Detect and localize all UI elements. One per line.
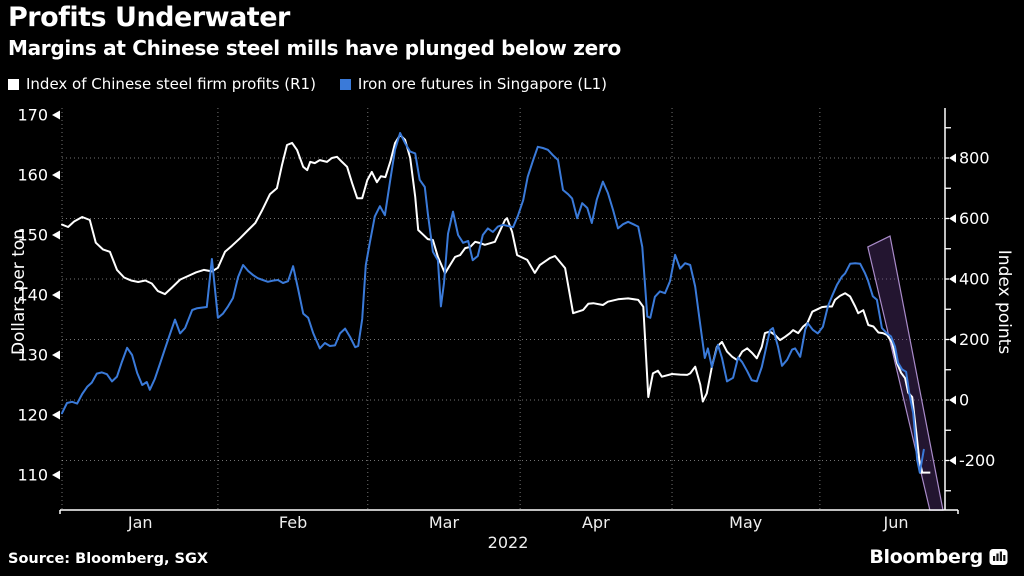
legend-label-iron-ore: Iron ore futures in Singapore (L1) [357, 75, 607, 93]
left-tick-arrow-icon [52, 350, 60, 360]
x-axis-month-label: Feb [279, 513, 307, 532]
legend-item-profits: Index of Chinese steel firm profits (R1) [8, 75, 316, 93]
legend-item-iron-ore: Iron ore futures in Singapore (L1) [339, 75, 607, 93]
bloomberg-logo: Bloomberg [869, 546, 1008, 568]
source-text: Source: Bloomberg, SGX [8, 551, 209, 567]
right-axis-tick-label: 800 [959, 149, 990, 168]
right-axis-tick-label: 0 [959, 391, 969, 410]
x-axis-month-label: May [729, 513, 762, 532]
x-axis-month-label: Mar [429, 513, 460, 532]
left-axis-tick-label: 110 [17, 466, 48, 485]
x-axis-year-label: 2022 [488, 533, 529, 552]
right-tick-arrow-icon [949, 274, 956, 284]
iron-ore-line [61, 132, 925, 474]
legend: Index of Chinese steel firm profits (R1)… [8, 75, 631, 93]
legend-swatch-iron-ore [339, 78, 351, 90]
right-axis-tick-label: 400 [959, 270, 990, 289]
left-tick-arrow-icon [52, 290, 60, 300]
bloomberg-wordmark: Bloomberg [869, 546, 983, 568]
right-tick-arrow-icon [949, 395, 956, 405]
right-tick-arrow-icon [949, 335, 956, 344]
right-axis-title: Index points [994, 249, 1014, 355]
chart-subtitle: Margins at Chinese steel mills have plun… [8, 36, 621, 60]
profits-line [61, 134, 924, 474]
chart-title: Profits Underwater [8, 2, 290, 33]
right-tick-arrow-icon [949, 214, 956, 223]
left-axis-tick-label: 160 [17, 166, 48, 185]
left-tick-arrow-icon [52, 410, 60, 420]
left-axis-title: Dollars per ton [9, 228, 29, 356]
left-tick-arrow-icon [52, 170, 60, 180]
left-tick-arrow-icon [52, 110, 60, 120]
legend-swatch-profits [8, 78, 19, 90]
right-tick-arrow-icon [949, 153, 956, 163]
left-tick-arrow-icon [52, 470, 60, 480]
left-axis-tick-label: 130 [17, 346, 48, 365]
left-axis-tick-label: 170 [17, 106, 48, 125]
left-axis-tick-label: 140 [17, 286, 48, 305]
right-tick-arrow-icon [949, 456, 956, 465]
x-axis-month-label: Apr [582, 513, 610, 532]
left-axis-tick-label: 150 [17, 226, 48, 245]
legend-label-profits: Index of Chinese steel firm profits (R1) [26, 75, 316, 93]
x-axis-month-label: Jun [883, 513, 909, 532]
x-axis-month-label: Jan [127, 513, 153, 532]
bloomberg-terminal-icon [989, 549, 1008, 565]
right-axis-tick-label: -200 [959, 451, 995, 470]
left-axis-tick-label: 120 [17, 406, 48, 425]
right-axis-tick-label: 600 [959, 209, 990, 228]
right-axis-tick-label: 200 [959, 330, 990, 349]
left-tick-arrow-icon [52, 230, 60, 240]
